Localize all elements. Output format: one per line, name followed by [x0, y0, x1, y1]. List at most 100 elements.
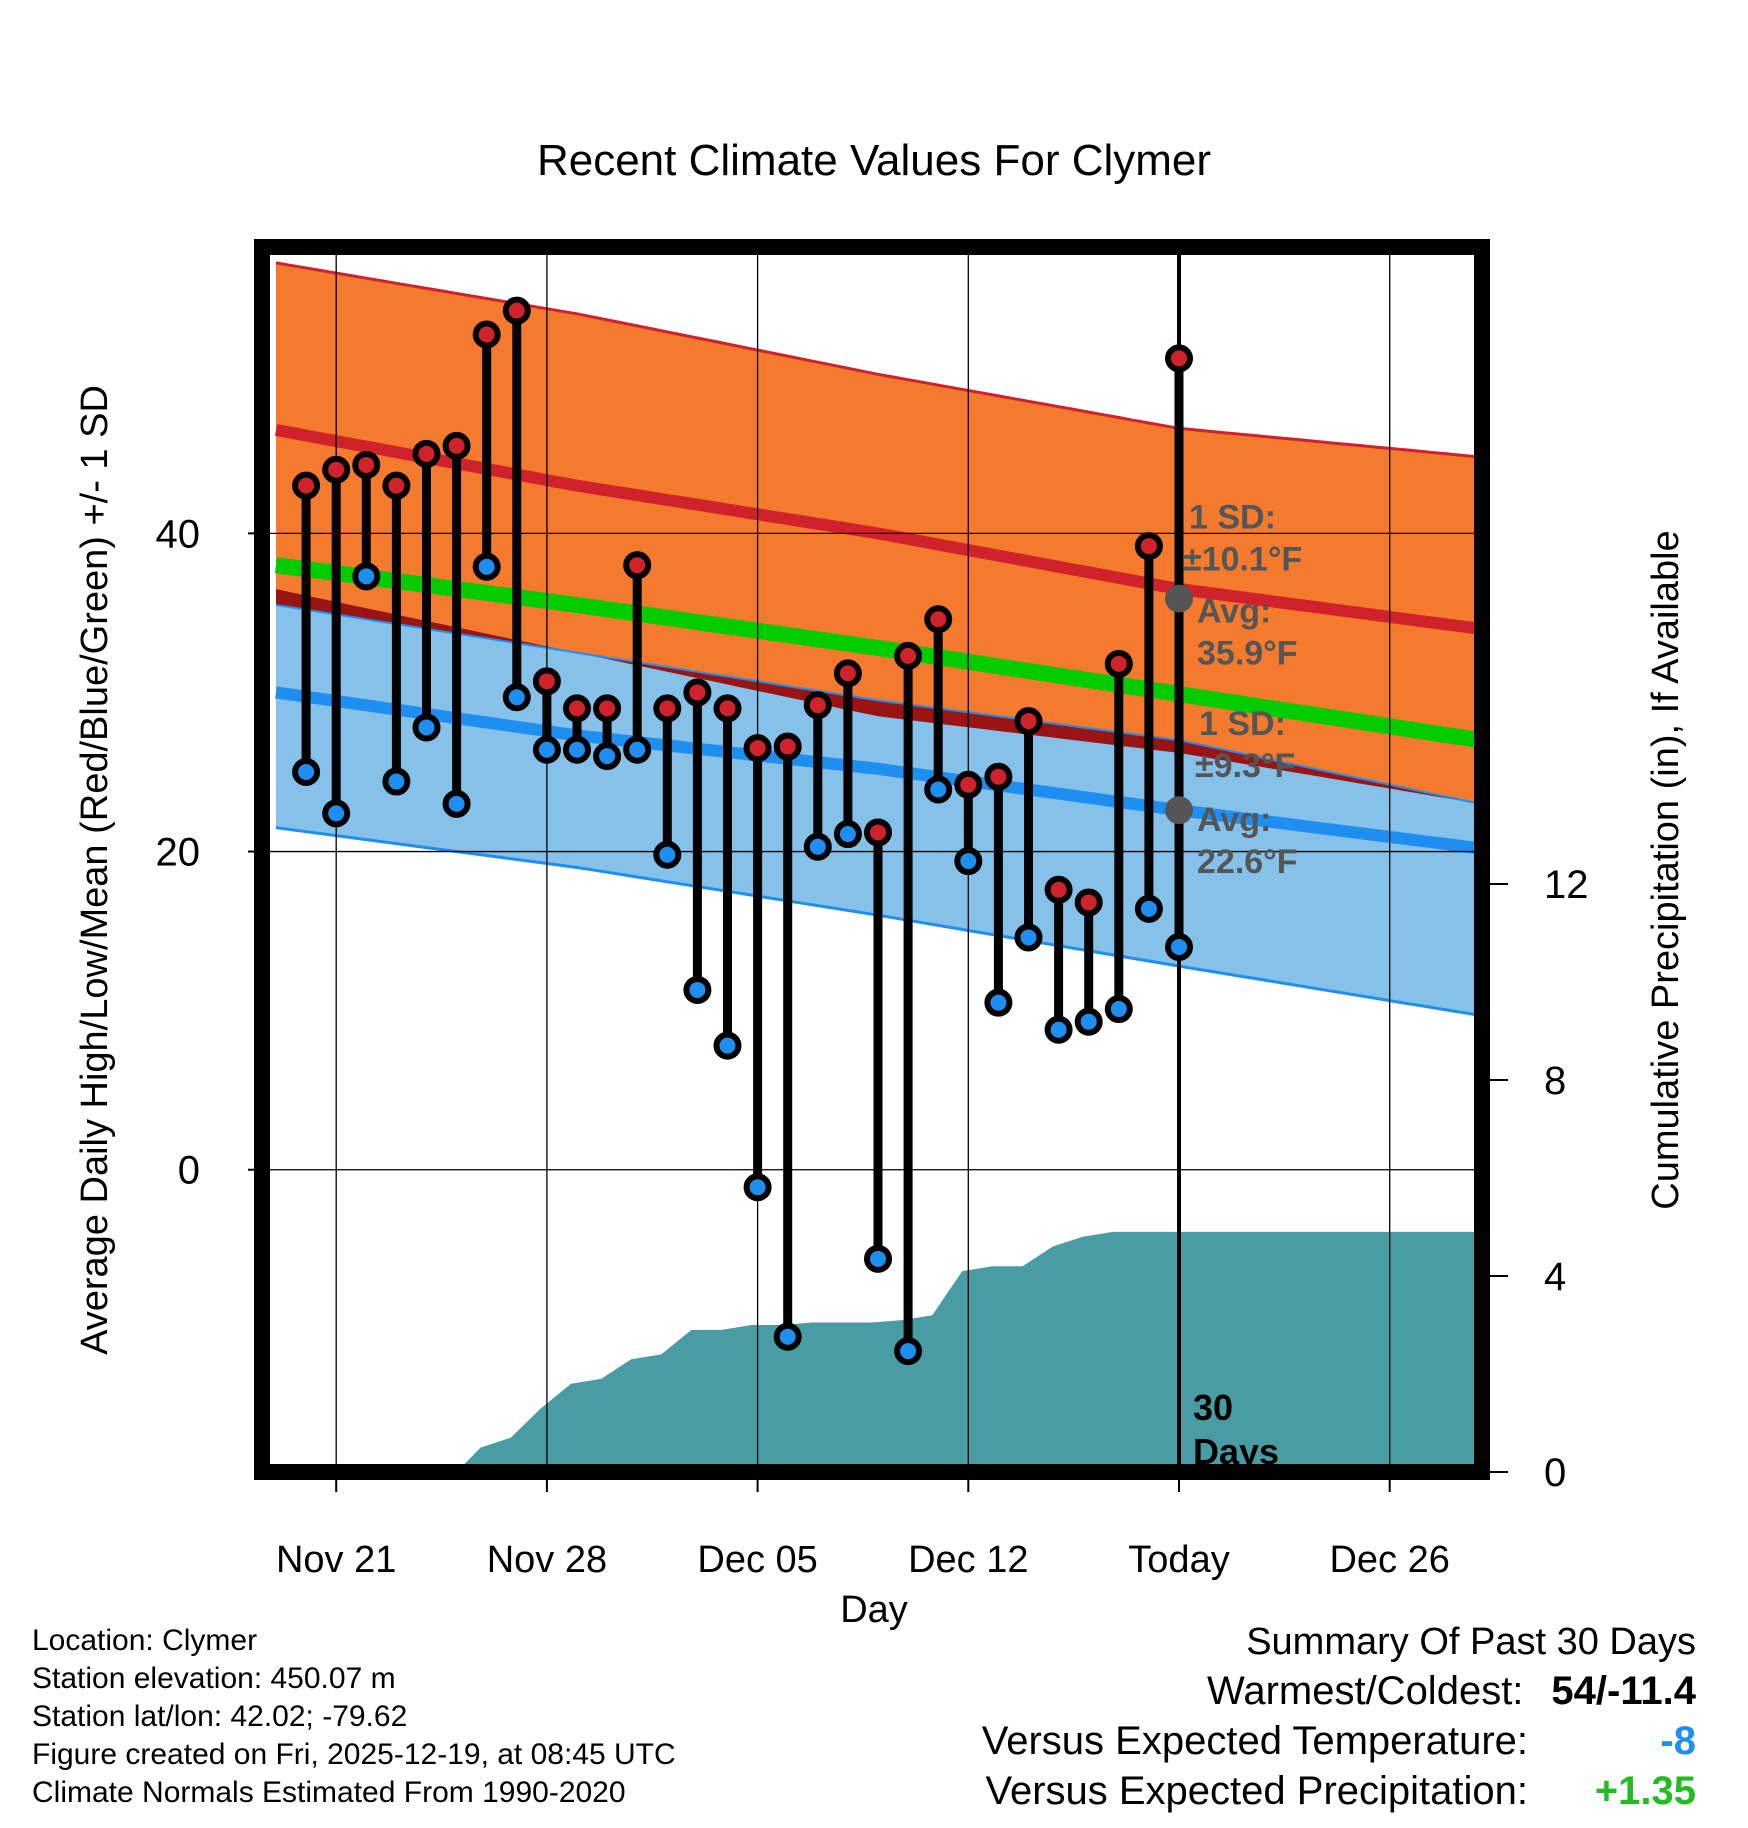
- y-tick-label: 20: [156, 831, 201, 875]
- daily-high-point: [292, 471, 321, 500]
- daily-high-point: [653, 694, 682, 723]
- warmest-coldest-label: Warmest/Coldest:: [1207, 1669, 1524, 1713]
- normal-mean-line: [274, 557, 1482, 749]
- daily-high-point: [924, 605, 953, 634]
- y2-axis-label: Cumulative Precipitation (in), If Availa…: [1645, 530, 1687, 1209]
- chart-title: Recent Climate Values For Clymer: [537, 136, 1211, 185]
- daily-high-point: [322, 455, 351, 484]
- high-sd-label: 1 SD:: [1189, 499, 1276, 537]
- daily-high-point: [442, 431, 471, 460]
- x-tick-label: Nov 21: [276, 1539, 396, 1581]
- summary-row-precip: Versus Expected Precipitation: +1.35: [982, 1766, 1696, 1816]
- daily-low-point: [833, 820, 862, 849]
- daily-high-point: [894, 641, 923, 670]
- daily-high-point: [984, 762, 1013, 791]
- daily-low-point: [1074, 1007, 1103, 1036]
- y-tick-label: 40: [156, 512, 201, 556]
- summary-row-temp: Versus Expected Temperature: -8: [982, 1716, 1696, 1766]
- daily-low-point: [653, 840, 682, 869]
- daily-high-point: [412, 439, 441, 468]
- daily-high-point: [713, 694, 742, 723]
- x-tick-label: Dec 26: [1329, 1539, 1449, 1581]
- location-text: Location: Clymer: [32, 1624, 258, 1657]
- daily-low-point: [743, 1173, 772, 1202]
- daily-low-point: [502, 683, 531, 712]
- high-avg-value: 35.9°F: [1197, 635, 1298, 673]
- precip-diff-value: +1.35: [1594, 1769, 1696, 1813]
- plot-content: 1 SD: ±10.1°F Avg: 35.9°F 1 SD: ±9.3°F Avg: 22.…: [262, 247, 1482, 1472]
- precip-diff-label: Versus Expected Precipitation:: [985, 1769, 1528, 1813]
- daily-low-point: [382, 767, 411, 796]
- x-tick-label: Dec 05: [697, 1539, 817, 1581]
- plot-area: 1 SD: ±10.1°F Avg: 35.9°F 1 SD: ±9.3°F Avg: 22.…: [254, 239, 1490, 1480]
- daily-low-point: [773, 1322, 802, 1351]
- normals-text: Climate Normals Estimated From 1990-2020: [32, 1776, 626, 1809]
- daily-low-point: [623, 735, 652, 764]
- daily-low-point: [352, 562, 381, 591]
- temp-diff-value: -8: [1660, 1719, 1696, 1763]
- daily-low-point: [1104, 995, 1133, 1024]
- high-avg-label: Avg:: [1197, 593, 1271, 631]
- y2-tick-label: 8: [1544, 1059, 1566, 1103]
- daily-high-point: [1134, 532, 1163, 561]
- normal-low-line: [275, 686, 1482, 855]
- temp-diff-label: Versus Expected Temperature:: [981, 1719, 1528, 1763]
- daily-high-point: [954, 770, 983, 799]
- daily-high-point: [743, 734, 772, 763]
- daily-high-point: [803, 691, 832, 720]
- daily-high-point: [833, 659, 862, 688]
- y-tick-label: 0: [178, 1149, 200, 1193]
- daily-low-point: [593, 742, 622, 771]
- high-sd-value: ±10.1°F: [1183, 541, 1302, 579]
- summary-heading: Summary Of Past 30 Days: [1246, 1621, 1696, 1663]
- today-days-number: 30: [1193, 1387, 1233, 1428]
- low-avg-marker: [1165, 796, 1193, 825]
- daily-high-point: [502, 296, 531, 325]
- daily-high-point: [1165, 344, 1193, 373]
- warmest-coldest-value: 54/-11.4: [1551, 1669, 1696, 1713]
- low-avg-label: Avg:: [1197, 801, 1271, 839]
- daily-high-point: [352, 450, 381, 479]
- daily-high-point: [472, 320, 501, 349]
- daily-low-point: [924, 775, 953, 804]
- daily-low-point: [292, 758, 321, 786]
- summary-panel: Summary Of Past 30 Days Warmest/Coldest:…: [982, 1618, 1696, 1816]
- summary-row-warmest: Warmest/Coldest: 54/-11.4: [982, 1666, 1696, 1716]
- daily-low-point: [1165, 933, 1193, 961]
- daily-low-point: [322, 799, 351, 828]
- y2-tick-label: 0: [1544, 1451, 1566, 1495]
- x-tick-label: Nov 28: [487, 1539, 607, 1581]
- low-upper-edge: [275, 604, 1482, 805]
- elevation-text: Station elevation: 450.07 m: [32, 1662, 396, 1695]
- daily-low-point: [563, 735, 591, 764]
- daily-high-point: [593, 694, 622, 723]
- low-sd-label: 1 SD:: [1199, 705, 1286, 743]
- daily-high-point: [1014, 707, 1043, 736]
- daily-high-point: [1104, 649, 1133, 678]
- y2-tick-label: 4: [1544, 1255, 1566, 1299]
- x-tick-label: Dec 12: [908, 1539, 1028, 1581]
- daily-low-point: [1014, 923, 1043, 952]
- daily-low-point: [1044, 1015, 1073, 1044]
- low-sd-value: ±9.3°F: [1195, 747, 1295, 785]
- daily-low-point: [864, 1244, 892, 1273]
- x-tick-label: Today: [1128, 1539, 1229, 1581]
- latlon-text: Station lat/lon: 42.02; -79.62: [32, 1700, 408, 1733]
- daily-high-point: [864, 818, 892, 847]
- high-upper-edge: [275, 261, 1482, 459]
- low-lower-edge: [275, 826, 1482, 1017]
- low-avg-value: 22.6°F: [1197, 843, 1298, 881]
- precip-area: [456, 1231, 1482, 1472]
- daily-low-point: [984, 988, 1013, 1017]
- daily-high-point: [623, 551, 652, 580]
- daily-high-point: [382, 471, 411, 500]
- plot-frame: [254, 239, 1490, 1480]
- daily-low-point: [532, 735, 561, 764]
- axis-ticks: 0 20 40 0 4 8 12 Nov 21 Nov 28 Dec 05 Dec 12 Today D…: [156, 373, 1589, 1581]
- daily-low-point: [442, 789, 471, 818]
- station-info: Location: Clymer Station elevation: 450.…: [32, 1622, 676, 1812]
- daily-high-point: [1044, 875, 1073, 904]
- daily-low-point: [803, 832, 832, 861]
- daily-high-point: [773, 732, 802, 761]
